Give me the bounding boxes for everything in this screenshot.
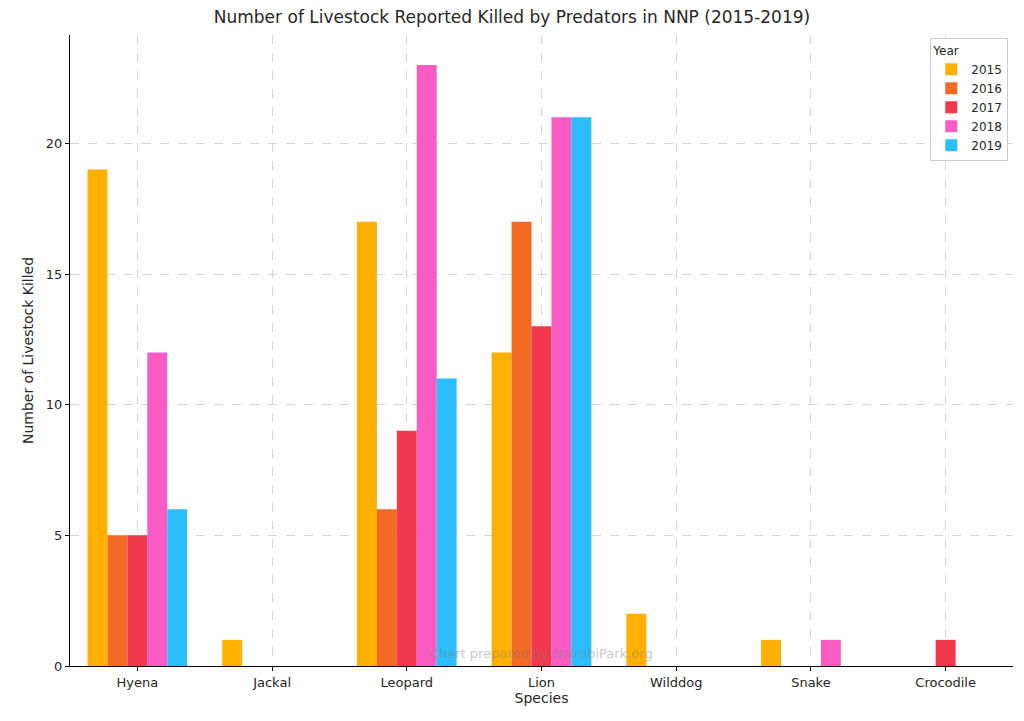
svg-text:Jackal: Jackal xyxy=(252,675,291,690)
svg-text:Leopard: Leopard xyxy=(381,675,434,690)
svg-text:10: 10 xyxy=(46,397,63,412)
svg-text:2019: 2019 xyxy=(971,139,1002,153)
svg-text:Chart prepared by NairobiPark.: Chart prepared by NairobiPark.org xyxy=(430,646,653,661)
svg-text:Wilddog: Wilddog xyxy=(650,675,703,690)
svg-text:Year: Year xyxy=(932,44,958,58)
svg-text:2018: 2018 xyxy=(971,120,1002,134)
svg-text:2016: 2016 xyxy=(971,82,1002,96)
svg-text:Crocodile: Crocodile xyxy=(915,675,976,690)
svg-text:Number of Livestock Reported K: Number of Livestock Reported Killed by P… xyxy=(214,7,810,27)
svg-text:5: 5 xyxy=(54,528,62,543)
svg-text:Snake: Snake xyxy=(791,675,831,690)
svg-text:20: 20 xyxy=(46,136,63,151)
svg-text:2017: 2017 xyxy=(971,101,1002,115)
svg-text:2015: 2015 xyxy=(971,63,1002,77)
svg-text:Hyena: Hyena xyxy=(117,675,159,690)
svg-text:0: 0 xyxy=(54,659,62,674)
svg-text:Species: Species xyxy=(515,690,569,706)
svg-text:Lion: Lion xyxy=(528,675,555,690)
svg-text:Number of Livestock Killed: Number of Livestock Killed xyxy=(20,257,36,444)
svg-text:15: 15 xyxy=(46,267,63,282)
